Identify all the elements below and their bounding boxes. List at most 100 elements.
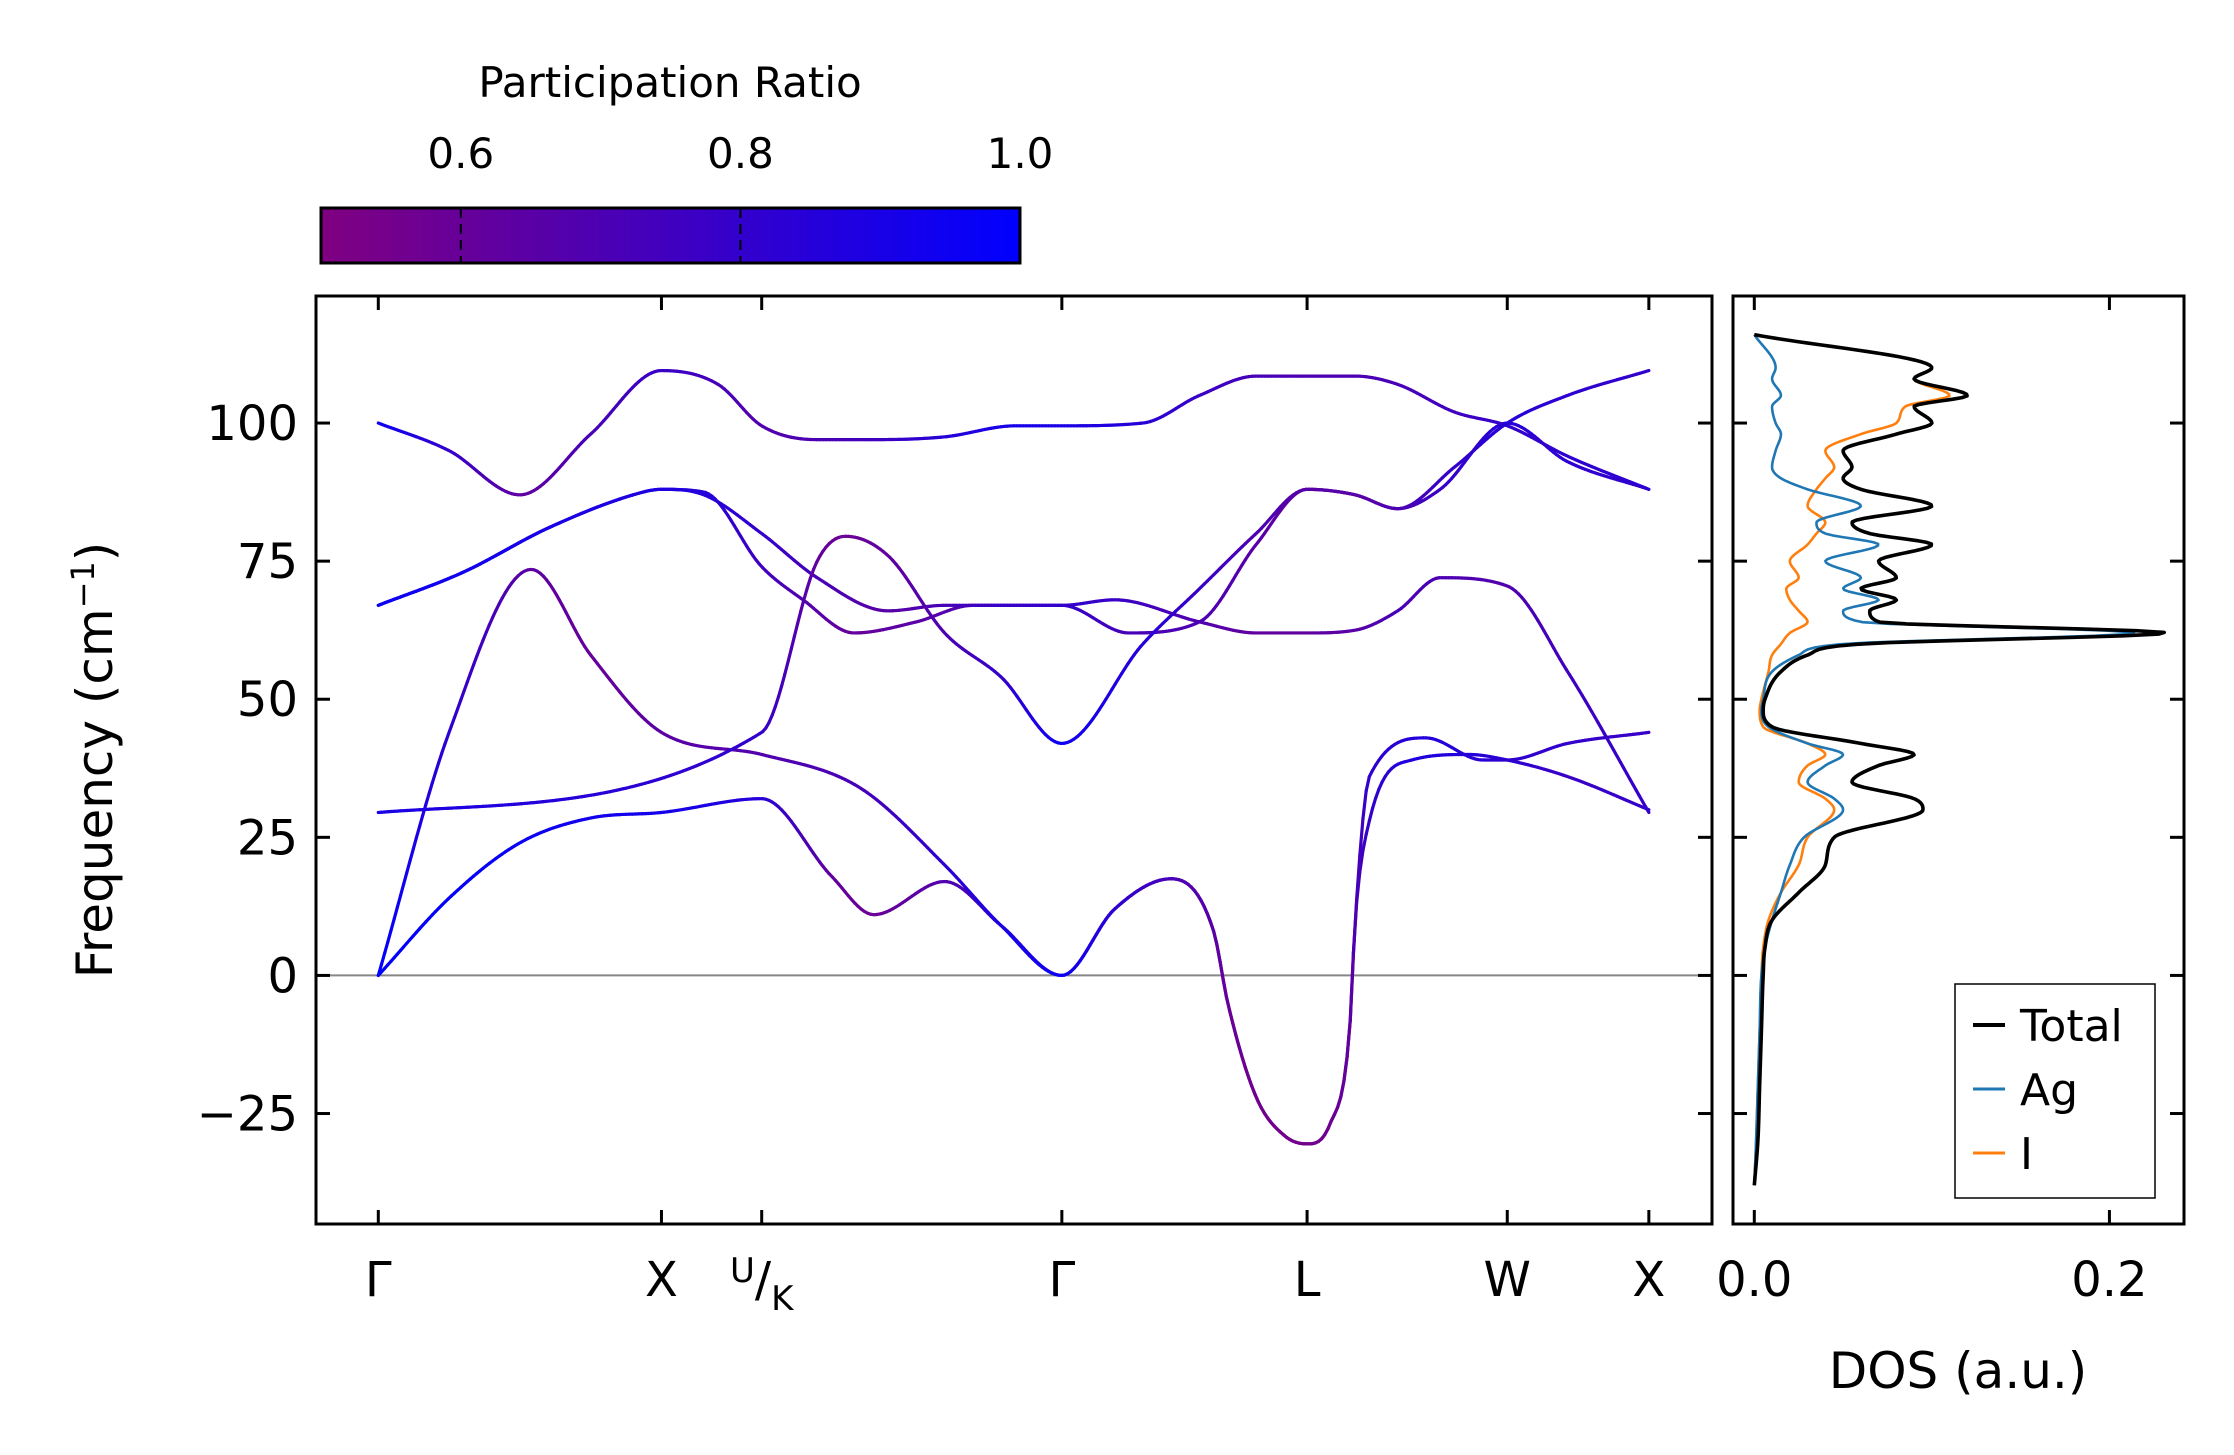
colorbar-gradient xyxy=(319,206,1022,265)
y-tick-label: 100 xyxy=(206,396,298,452)
band-segment xyxy=(1224,995,1232,1013)
band-band6 xyxy=(376,368,1651,815)
band-segment xyxy=(398,882,406,898)
band-segment xyxy=(789,634,797,651)
kpoint-label: L xyxy=(1294,1252,1321,1308)
kpoint-label: X xyxy=(645,1252,678,1308)
band-segment xyxy=(1243,1066,1251,1079)
band-segment xyxy=(802,586,809,602)
band-segment xyxy=(1339,1079,1346,1099)
band-segment xyxy=(1364,819,1371,837)
band-band5 xyxy=(376,368,1651,497)
band-segment xyxy=(430,771,438,785)
band-segment xyxy=(417,813,425,828)
y-tick-label: 75 xyxy=(237,534,298,590)
band-segment xyxy=(1231,1021,1238,1037)
legend-label-ag: Ag xyxy=(2020,1065,2078,1116)
dos-y-ticks xyxy=(1733,421,2184,1116)
colorbar-tick-label: 1.0 xyxy=(987,129,1054,178)
dos-plot: 0.0 0.2 DOS (a.u.) Total Ag I xyxy=(1716,294,2186,1400)
band-segment xyxy=(1208,920,1216,934)
band-segment xyxy=(792,622,800,638)
band-lines xyxy=(376,368,1651,1146)
band-segment xyxy=(773,695,781,709)
band-segment xyxy=(776,684,784,699)
band-segment xyxy=(402,870,409,886)
dos-x-tick-label: 0.2 xyxy=(2071,1252,2147,1308)
y-axis-title: Frequency (cm−1) xyxy=(64,542,124,979)
band-segment xyxy=(780,672,787,688)
dos-x-axis-ticks: 0.0 0.2 xyxy=(1716,296,2148,1308)
band-segment xyxy=(427,781,434,796)
band-segment xyxy=(437,751,444,765)
dos-lines xyxy=(1752,332,2167,1186)
legend-label-total: Total xyxy=(2019,1001,2123,1052)
band-segment xyxy=(376,962,384,978)
colorbar-ticks: 0.6 0.8 1.0 xyxy=(427,129,1053,263)
kpoint-label: Γ xyxy=(365,1252,392,1308)
band-segment xyxy=(1342,1055,1349,1083)
band-segment xyxy=(440,742,447,755)
band-segment xyxy=(1644,486,1651,491)
dos-legend: Total Ag I xyxy=(1954,983,2156,1199)
band-segment xyxy=(408,847,415,863)
y-tick-label: 50 xyxy=(237,672,298,728)
band-segment xyxy=(411,836,419,851)
band-segment xyxy=(1234,1033,1241,1049)
band-segment xyxy=(1348,951,1356,1022)
colorbar-title: Participation Ratio xyxy=(478,58,861,107)
legend-label-i: I xyxy=(2020,1129,2033,1180)
band-segment xyxy=(1355,854,1362,902)
band-segment xyxy=(389,917,396,933)
band-segment xyxy=(1351,897,1359,956)
y-tick-label: −25 xyxy=(197,1087,298,1143)
band-segment xyxy=(1221,978,1228,999)
band-segment xyxy=(1370,796,1378,811)
band-segment xyxy=(1361,789,1368,821)
band-segment xyxy=(414,824,422,840)
kpoint-label: Γ xyxy=(1048,1252,1075,1308)
y-tick-label: 25 xyxy=(237,810,298,866)
band-segment xyxy=(383,940,390,955)
band-segment xyxy=(1335,1095,1343,1110)
band-segment xyxy=(405,859,412,874)
band-band2 xyxy=(376,567,1651,1146)
band-segment xyxy=(1227,1008,1235,1025)
band-segment xyxy=(1644,368,1651,374)
colorbar-tick-label: 0.6 xyxy=(427,129,494,178)
band-segment xyxy=(1345,1018,1352,1059)
band-plot-frame xyxy=(314,294,1714,1226)
colorbar-tick-label: 0.8 xyxy=(707,129,774,178)
dos-plot-frame xyxy=(1731,294,2186,1226)
dos-x-axis-title: DOS (a.u.) xyxy=(1829,1342,2088,1400)
kpoint-label: X xyxy=(1632,1252,1665,1308)
band-band1 xyxy=(376,752,1651,1146)
band-structure-plot: −25 0 25 50 75 100 Γ X U/K Γ L W X Frequency (cm−1) xyxy=(64,294,1714,1319)
band-segment xyxy=(424,791,431,806)
band-segment xyxy=(433,761,441,775)
band-segment xyxy=(1215,942,1222,964)
band-segment xyxy=(386,928,393,944)
dos-x-tick-label: 0.0 xyxy=(1716,1252,1792,1308)
band-segment xyxy=(379,951,387,967)
band-segment xyxy=(395,894,403,909)
band-segment xyxy=(786,647,793,664)
band-segment xyxy=(1644,805,1651,815)
band-segment xyxy=(795,609,803,626)
band-segment xyxy=(1358,816,1365,858)
band-segment xyxy=(1361,832,1368,852)
y-tick-label: 0 xyxy=(267,948,298,1004)
band-segment xyxy=(1367,806,1375,823)
legend-frame xyxy=(1954,983,2156,1199)
colorbar: Participation Ratio 0.6 0.8 1.0 xyxy=(319,58,1053,265)
band-segment xyxy=(1240,1056,1248,1070)
y-axis-ticks: −25 0 25 50 75 100 xyxy=(197,396,1712,1143)
band-segment xyxy=(799,597,806,613)
band-segment xyxy=(783,660,790,676)
band-segment xyxy=(1364,775,1371,793)
dos-line-total xyxy=(1752,332,2167,1186)
band-segment xyxy=(805,576,812,591)
kpoint-label: W xyxy=(1484,1252,1531,1308)
band-band3 xyxy=(376,487,1651,815)
